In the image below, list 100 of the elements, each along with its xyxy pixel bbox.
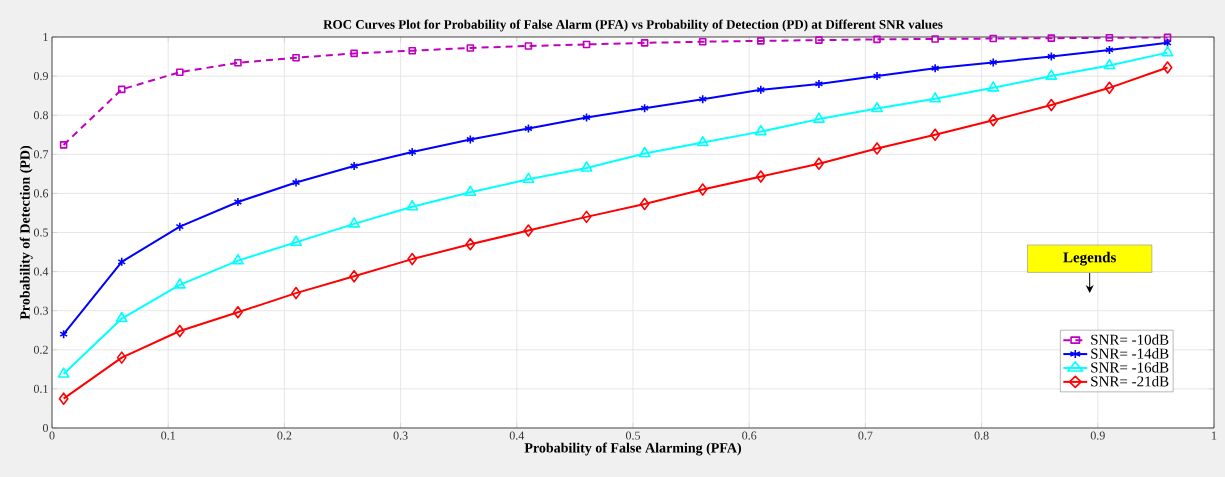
point <box>930 128 941 142</box>
point <box>234 59 242 67</box>
point <box>350 49 358 58</box>
y-tick-label: 0.3 <box>33 306 49 315</box>
point <box>873 35 881 44</box>
point <box>465 237 476 251</box>
point <box>638 146 651 158</box>
point <box>407 147 417 157</box>
x-tick-label: 0.1 <box>161 431 175 440</box>
point <box>466 134 475 145</box>
point <box>522 172 535 184</box>
x-tick-label: 0.7 <box>858 431 873 440</box>
chart-title: ROC Curves Plot for Probability of False Alarm (PFA) vs Probability of Detection (PD) at Different SNR values <box>323 19 943 32</box>
y-tick-label: 0.6 <box>33 189 49 198</box>
point <box>233 197 243 207</box>
point <box>582 112 591 123</box>
point <box>1163 33 1172 42</box>
x-tick-label: 0 <box>49 431 55 440</box>
point <box>814 157 824 170</box>
point <box>173 278 186 289</box>
point <box>698 37 707 46</box>
y-tick-label: 0.8 <box>33 111 49 120</box>
point <box>176 68 184 76</box>
legend-label: SNR= -14dB <box>1091 348 1169 359</box>
point <box>987 81 1000 92</box>
point <box>988 57 998 68</box>
point <box>929 91 942 103</box>
point <box>349 161 359 171</box>
legend-label: SNR= -21dB <box>1091 375 1169 387</box>
point <box>814 79 824 89</box>
point <box>523 224 534 237</box>
point <box>989 34 998 43</box>
legend-title: Legends <box>1063 251 1116 266</box>
point <box>871 101 884 113</box>
point <box>1105 45 1114 55</box>
y-tick-label: 0.9 <box>33 72 48 81</box>
x-tick-label: 0.5 <box>625 431 641 440</box>
point <box>815 36 823 44</box>
point <box>1046 98 1057 112</box>
y-tick-label: 0.1 <box>33 384 48 393</box>
point <box>988 113 999 127</box>
point <box>291 286 301 300</box>
point <box>174 324 185 338</box>
y-axis-title: Probability of Detection (PD) <box>19 145 33 320</box>
point <box>58 392 69 405</box>
point <box>349 269 360 283</box>
point <box>812 112 825 123</box>
y-tick-label: 0 <box>42 423 49 433</box>
point <box>231 253 244 265</box>
point <box>872 142 882 155</box>
x-tick-label: 1 <box>1212 431 1217 440</box>
y-tick-label: 0.7 <box>33 150 49 159</box>
point <box>1162 61 1173 74</box>
point <box>640 103 649 113</box>
point <box>581 210 592 224</box>
y-tick-label: 1 <box>43 33 48 41</box>
point <box>580 161 593 172</box>
point <box>1161 45 1174 57</box>
x-axis-title: Probability of False Alarming (PFA) <box>524 442 742 456</box>
point <box>930 63 940 74</box>
point <box>1045 69 1058 80</box>
point <box>1047 34 1056 42</box>
point <box>292 53 300 62</box>
legend-label: SNR= -16dB <box>1091 362 1169 373</box>
point <box>931 35 939 43</box>
point <box>582 40 591 49</box>
point <box>406 199 419 211</box>
point <box>348 217 361 228</box>
x-tick-label: 0.2 <box>277 431 292 440</box>
x-tick-label: 0.4 <box>509 431 525 440</box>
point <box>117 257 126 267</box>
point <box>754 124 767 136</box>
point <box>640 39 649 47</box>
y-tick-label: 0.2 <box>33 345 48 354</box>
point <box>291 177 301 188</box>
x-tick-label: 0.3 <box>393 431 408 440</box>
point <box>466 44 475 52</box>
point <box>756 84 766 95</box>
point <box>1163 38 1172 48</box>
point <box>408 46 417 55</box>
point <box>524 42 533 50</box>
point <box>872 71 882 81</box>
x-tick-label: 0.6 <box>742 431 757 440</box>
point <box>117 85 126 94</box>
point <box>233 305 243 319</box>
y-tick-label: 0.5 <box>33 228 49 237</box>
point <box>115 311 128 323</box>
point <box>116 351 127 364</box>
point <box>698 94 707 104</box>
point <box>696 135 709 147</box>
point <box>1047 51 1056 62</box>
point <box>59 141 68 149</box>
point <box>290 235 303 247</box>
point <box>464 185 477 197</box>
point <box>524 123 533 134</box>
point <box>755 170 766 183</box>
point <box>757 37 765 45</box>
point <box>57 367 70 378</box>
x-tick-label: 0.8 <box>974 431 989 440</box>
point <box>639 197 650 211</box>
